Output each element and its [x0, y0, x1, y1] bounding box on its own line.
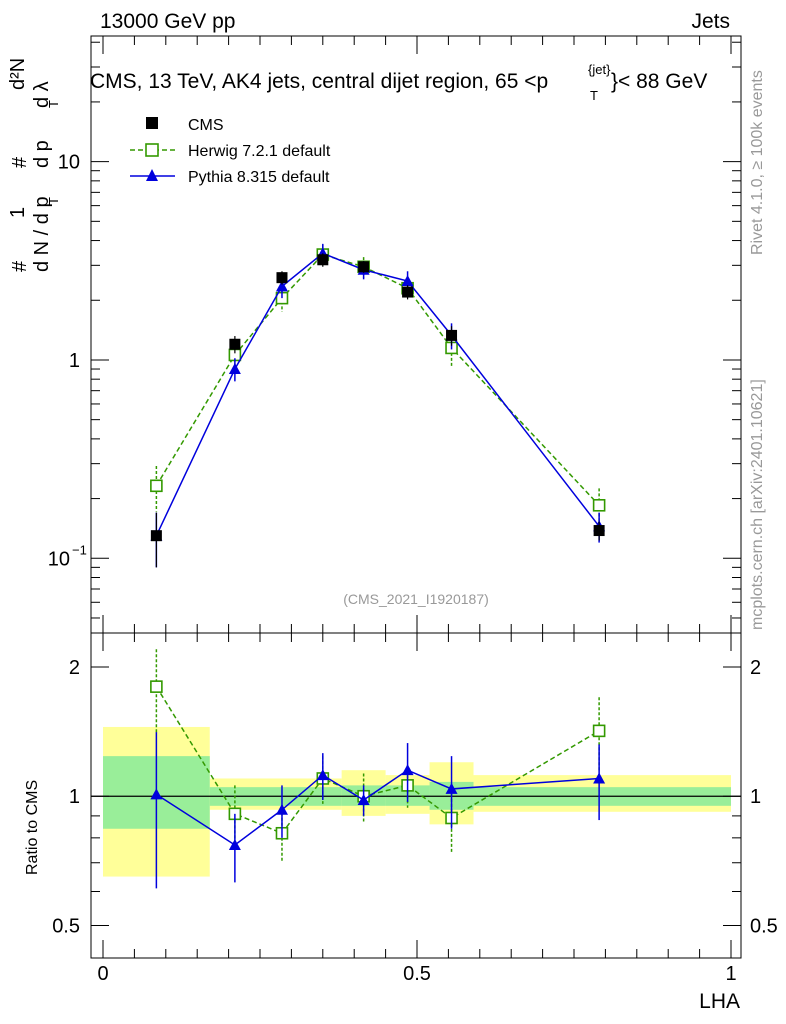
y-tick-label-bottom-left: 1 — [69, 786, 80, 808]
y-tick-label-top-exp: −1 — [72, 542, 87, 557]
pythia-point — [275, 280, 288, 292]
y-tick-label-bottom-right: 0.5 — [750, 915, 778, 937]
svg-text:CMS, 13 TeV, AK4 jets, central: CMS, 13 TeV, AK4 jets, central dijet reg… — [90, 70, 548, 93]
cms-point — [593, 525, 605, 537]
pythia-ratio-point — [357, 794, 370, 806]
svg-text:d²N: d²N — [7, 58, 29, 90]
pythia-ratio-point — [228, 838, 241, 850]
side-label-top: Rivet 4.1.0, ≥ 100k events — [749, 70, 766, 255]
watermark: (CMS_2021_I1920187) — [343, 591, 489, 607]
pythia-point — [401, 275, 414, 287]
herwig-ratio-point — [592, 724, 606, 738]
pythia-ratio-line — [155, 769, 600, 846]
svg-text:1: 1 — [7, 207, 29, 218]
pythia-ratio-point — [593, 772, 606, 784]
pythia-line — [155, 252, 600, 537]
y-axis-label-bottom: Ratio to CMS — [24, 780, 41, 875]
svg-text:{jet}: {jet} — [588, 62, 611, 77]
x-tick-label: 0 — [97, 963, 108, 985]
y-tick-label-bottom-right: 2 — [750, 657, 761, 679]
y-tick-label-top: 10 — [48, 548, 70, 570]
herwig-ratio-point — [150, 680, 163, 693]
svg-text:T: T — [46, 100, 61, 108]
svg-text:}< 88 GeV: }< 88 GeV — [611, 70, 707, 93]
x-tick-label: 0.5 — [403, 963, 431, 985]
herwig-point — [592, 498, 606, 512]
side-label-bottom: mcplots.cern.ch [arXiv:2401.10621] — [749, 379, 766, 630]
cms-point — [317, 254, 329, 266]
legend-marker-cms — [146, 117, 158, 129]
bottom-panel-frame — [90, 632, 742, 959]
svg-text:T: T — [46, 197, 61, 205]
cms-point — [402, 286, 414, 298]
cms-point — [446, 329, 458, 341]
cms-point — [358, 261, 370, 273]
pythia-ratio-point — [401, 764, 414, 776]
svg-text:#: # — [9, 156, 31, 168]
y-tick-label-bottom-right: 1 — [750, 786, 761, 808]
y-axis-label-top: # d N / d p 1 # d p d λ d²N T T — [7, 58, 61, 272]
svg-text:d N / d p: d N / d p — [31, 196, 53, 272]
plot-title: CMS, 13 TeV, AK4 jets, central dijet reg… — [90, 62, 707, 103]
y-tick-label-bottom-left: 0.5 — [52, 915, 80, 937]
legend: CMS Herwig 7.2.1 default Pythia 8.315 de… — [130, 117, 331, 186]
y-tick-label-top: 10 — [58, 152, 80, 174]
svg-text:d p: d p — [31, 140, 53, 168]
pythia-ratio-point — [275, 803, 288, 815]
svg-text:#: # — [9, 260, 31, 272]
pythia-ratio-point — [445, 782, 458, 794]
herwig-point — [150, 479, 163, 493]
cms-point — [276, 272, 288, 284]
x-tick-label: 1 — [725, 963, 736, 985]
header-right: Jets — [691, 10, 730, 33]
legend-label-herwig: Herwig 7.2.1 default — [188, 143, 331, 160]
y-tick-label-bottom-left: 2 — [69, 657, 80, 679]
cms-point — [150, 530, 162, 542]
y-tick-label-top: 1 — [69, 350, 80, 372]
legend-marker-pythia — [146, 169, 158, 181]
legend-label-cms: CMS — [188, 117, 224, 134]
legend-label-pythia: Pythia 8.315 default — [188, 169, 330, 186]
x-axis-label: LHA — [699, 990, 740, 1013]
pythia-ratio-point — [316, 769, 329, 781]
svg-text:d λ: d λ — [31, 81, 53, 108]
header-left: 13000 GeV pp — [100, 10, 235, 33]
legend-marker-herwig — [145, 143, 159, 157]
cms-point — [229, 338, 241, 350]
bottom-panel-marks: 0.5 0.5 1 1 2 2 0 0.5 1 — [52, 633, 778, 985]
pythia-ratio-point — [150, 788, 163, 800]
svg-text:T: T — [590, 88, 598, 103]
herwig-line — [155, 253, 600, 506]
pythia-point — [228, 363, 241, 375]
